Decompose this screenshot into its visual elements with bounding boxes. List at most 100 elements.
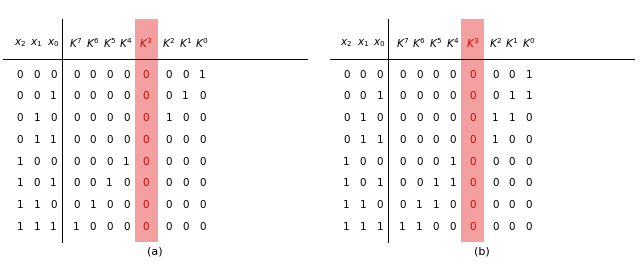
Text: 0: 0: [50, 113, 56, 123]
Text: 0: 0: [90, 70, 96, 80]
Text: 0: 0: [449, 200, 456, 210]
Text: 1: 1: [360, 200, 366, 210]
Text: 1: 1: [90, 200, 96, 210]
Text: 0: 0: [416, 70, 422, 80]
Text: 0: 0: [525, 113, 532, 123]
Text: 0: 0: [360, 70, 366, 80]
Text: 0: 0: [143, 113, 149, 123]
Text: 1: 1: [492, 135, 499, 145]
Text: 0: 0: [106, 157, 113, 167]
Text: 0: 0: [525, 135, 532, 145]
Text: 1: 1: [50, 135, 57, 145]
Text: 0: 0: [90, 135, 96, 145]
Text: $x_1$: $x_1$: [357, 37, 369, 49]
Text: 0: 0: [166, 178, 172, 188]
Text: 0: 0: [123, 178, 129, 188]
Text: 0: 0: [166, 70, 172, 80]
Text: 0: 0: [525, 178, 532, 188]
Text: 0: 0: [143, 178, 149, 188]
Text: 1: 1: [416, 200, 422, 210]
Text: 0: 0: [50, 70, 56, 80]
Text: 0: 0: [166, 200, 172, 210]
Text: 0: 0: [469, 135, 476, 145]
Text: 0: 0: [509, 222, 515, 232]
Bar: [134, 19, 157, 242]
Text: 0: 0: [469, 113, 476, 123]
Text: 1: 1: [199, 70, 205, 80]
Text: $K^5$: $K^5$: [429, 36, 443, 50]
Text: 0: 0: [433, 113, 439, 123]
Text: 0: 0: [525, 222, 532, 232]
Text: 0: 0: [182, 157, 189, 167]
Text: 1: 1: [449, 157, 456, 167]
Text: 0: 0: [449, 113, 456, 123]
Text: 0: 0: [182, 222, 189, 232]
Text: 1: 1: [509, 113, 515, 123]
Text: 0: 0: [376, 157, 383, 167]
Text: 0: 0: [399, 157, 406, 167]
Text: 0: 0: [33, 70, 40, 80]
Text: $K^4$: $K^4$: [446, 36, 460, 50]
Text: 0: 0: [469, 157, 476, 167]
Text: 0: 0: [199, 222, 205, 232]
Text: 0: 0: [33, 157, 40, 167]
Text: 0: 0: [90, 113, 96, 123]
Text: 1: 1: [343, 178, 349, 188]
Text: 0: 0: [199, 178, 205, 188]
Text: 1: 1: [360, 222, 366, 232]
Text: 0: 0: [416, 91, 422, 101]
Text: 0: 0: [73, 157, 79, 167]
Text: 0: 0: [509, 135, 515, 145]
Text: 0: 0: [416, 157, 422, 167]
Text: 0: 0: [343, 135, 349, 145]
Text: 0: 0: [50, 157, 56, 167]
Text: 0: 0: [166, 91, 172, 101]
Text: 0: 0: [433, 222, 439, 232]
Text: 0: 0: [166, 157, 172, 167]
Text: 0: 0: [416, 178, 422, 188]
Text: 0: 0: [166, 135, 172, 145]
Text: 0: 0: [469, 178, 476, 188]
Text: 0: 0: [143, 200, 149, 210]
Text: 0: 0: [399, 135, 406, 145]
Text: 0: 0: [143, 135, 149, 145]
Text: 0: 0: [73, 113, 79, 123]
Text: 0: 0: [433, 70, 439, 80]
Text: 1: 1: [33, 222, 40, 232]
Text: 0: 0: [33, 91, 40, 101]
Bar: [461, 19, 484, 242]
Text: 0: 0: [166, 222, 172, 232]
Text: 1: 1: [166, 113, 172, 123]
Text: 0: 0: [17, 135, 23, 145]
Text: 0: 0: [492, 157, 499, 167]
Text: 1: 1: [17, 157, 23, 167]
Text: $K^2$: $K^2$: [162, 36, 175, 50]
Text: 0: 0: [90, 178, 96, 188]
Text: $x_2$: $x_2$: [340, 37, 353, 49]
Text: 0: 0: [106, 91, 113, 101]
Text: $K^7$: $K^7$: [396, 36, 410, 50]
Text: 0: 0: [509, 178, 515, 188]
Text: 0: 0: [73, 135, 79, 145]
Text: 0: 0: [376, 200, 383, 210]
Text: 1: 1: [525, 91, 532, 101]
Text: 0: 0: [492, 178, 499, 188]
Text: 1: 1: [449, 178, 456, 188]
Text: 1: 1: [399, 222, 406, 232]
Text: 1: 1: [376, 222, 383, 232]
Text: 0: 0: [199, 91, 205, 101]
Text: 0: 0: [449, 70, 456, 80]
Text: 1: 1: [106, 178, 113, 188]
Text: 0: 0: [433, 91, 439, 101]
Text: 0: 0: [182, 178, 189, 188]
Text: 1: 1: [17, 200, 23, 210]
Text: 0: 0: [343, 70, 349, 80]
Text: 0: 0: [199, 135, 205, 145]
Text: 0: 0: [182, 70, 189, 80]
Text: 1: 1: [50, 178, 57, 188]
Text: 1: 1: [33, 135, 40, 145]
Text: 0: 0: [469, 70, 476, 80]
Text: (b): (b): [474, 246, 490, 256]
Text: 1: 1: [525, 70, 532, 80]
Text: 0: 0: [433, 135, 439, 145]
